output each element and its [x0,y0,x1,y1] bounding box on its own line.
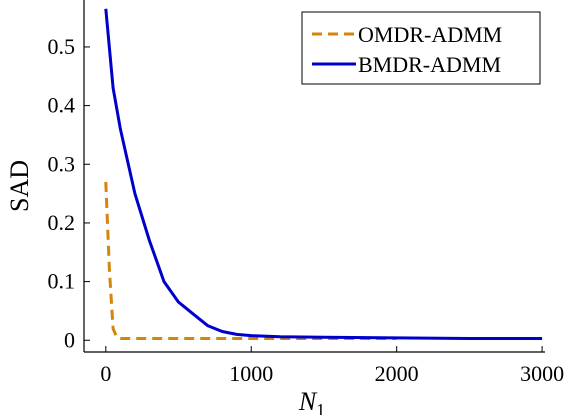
x-tick-label: 2000 [375,361,419,386]
y-tick-label: 0.5 [48,34,76,59]
legend-label: BMDR-ADMM [358,52,501,77]
y-tick-label: 0.4 [48,93,76,118]
x-axis-title-main: N [298,387,318,415]
series-line-omdr-admm [104,181,397,340]
series-layer [104,8,543,340]
y-tick-label: 0.3 [48,151,76,176]
legend-label: OMDR-ADMM [358,22,502,47]
y-tick-label: 0 [64,327,75,352]
chart-axes: 0 0.1 0.2 0.3 0.4 0.5 0 1000 2000 3000 [48,0,564,386]
y-tick-label: 0.1 [48,269,76,294]
x-tick-label: 0 [100,361,111,386]
legend-box [301,11,541,85]
x-tick-label: 1000 [229,361,273,386]
y-tick-label: 0.2 [48,210,76,235]
x-axis-title-subscript: 1 [316,400,325,415]
x-tick-label: 3000 [520,361,564,386]
chart-legend: OMDR-ADMM BMDR-ADMM [301,11,541,85]
series-line-bmdr-admm [104,8,543,340]
x-axis-title: N1 [298,387,325,415]
y-axis-title: SAD [5,160,34,212]
